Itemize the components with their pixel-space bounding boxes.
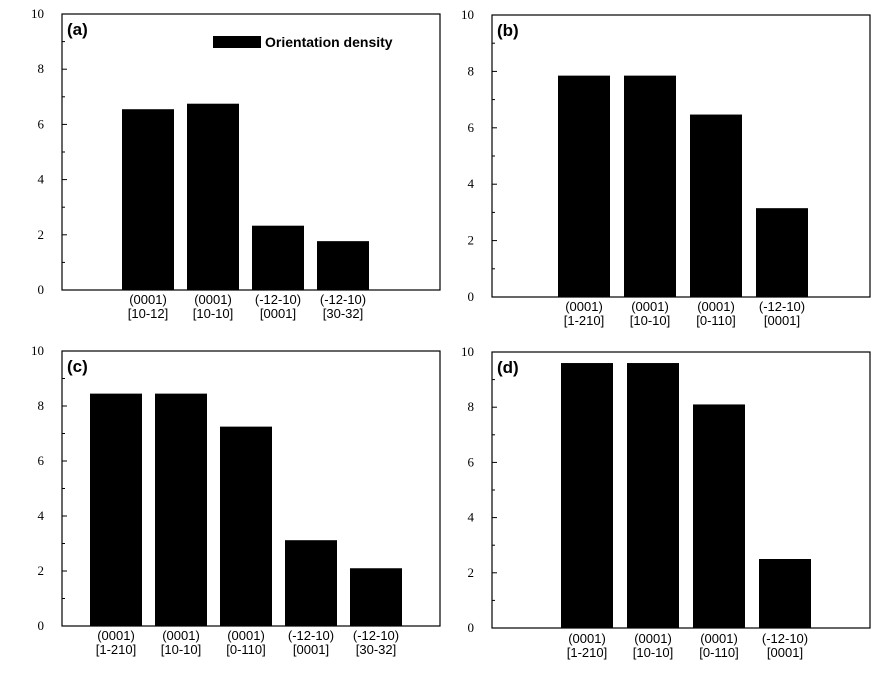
x-category-label: [10-10] [633, 645, 673, 660]
x-category-label: [0-110] [226, 642, 266, 657]
x-category-label: [0001] [767, 645, 803, 660]
x-category-label: [30-32] [323, 306, 363, 321]
y-tick-label: 0 [38, 282, 45, 297]
chart-panel-3: 0246810(0001)[1-210](0001)[10-10](0001)[… [31, 343, 441, 657]
x-category-label: (0001) [162, 628, 200, 643]
chart-panel-1: 0246810(0001)[10-12](0001)[10-10](-12-10… [31, 6, 441, 321]
panel-label: (c) [67, 357, 88, 376]
plot-frame [61, 13, 441, 291]
x-category-label: (-12-10) [320, 292, 366, 307]
bar [187, 103, 239, 290]
y-tick-label: 8 [38, 398, 45, 413]
x-category-label: (0001) [634, 631, 672, 646]
bar [220, 426, 272, 626]
bar [690, 114, 742, 298]
y-tick-label: 4 [468, 176, 475, 191]
bar [285, 540, 337, 626]
x-category-label: (0001) [129, 292, 167, 307]
chart-panel-2: 0246810(0001)[1-210](0001)[10-10](0001)[… [461, 7, 871, 328]
panel-label: (a) [67, 20, 88, 39]
bar [558, 75, 610, 297]
y-tick-label: 10 [461, 7, 474, 22]
y-tick-label: 8 [38, 61, 45, 76]
x-category-label: [10-10] [193, 306, 233, 321]
bar [756, 208, 808, 297]
y-tick-label: 0 [468, 620, 475, 635]
y-tick-label: 10 [461, 344, 474, 359]
y-tick-label: 4 [468, 510, 475, 525]
y-tick-label: 6 [38, 116, 45, 131]
x-category-label: (0001) [568, 631, 606, 646]
y-tick-label: 2 [38, 227, 45, 242]
y-tick-label: 4 [38, 508, 45, 523]
bar [122, 109, 174, 290]
x-category-label: [1-210] [96, 642, 136, 657]
x-category-label: (0001) [697, 299, 735, 314]
y-tick-label: 2 [38, 563, 45, 578]
y-tick-label: 10 [31, 343, 44, 358]
legend-swatch [213, 36, 261, 48]
x-category-label: [0001] [260, 306, 296, 321]
y-tick-label: 4 [38, 172, 45, 187]
bar [561, 363, 613, 628]
bar [317, 241, 369, 290]
x-category-label: [30-32] [356, 642, 396, 657]
x-category-label: (-12-10) [759, 299, 805, 314]
y-tick-label: 0 [38, 618, 45, 633]
x-category-label: (0001) [194, 292, 232, 307]
plot-frame [491, 14, 871, 298]
plot-frame [491, 351, 871, 629]
x-category-label: [10-12] [128, 306, 168, 321]
x-category-label: (0001) [700, 631, 738, 646]
y-tick-label: 6 [468, 120, 475, 135]
y-tick-label: 0 [468, 289, 475, 304]
bar [627, 363, 679, 628]
x-category-label: (0001) [631, 299, 669, 314]
x-category-label: (0001) [227, 628, 265, 643]
y-tick-label: 8 [468, 63, 475, 78]
x-category-label: [1-210] [564, 313, 604, 328]
x-category-label: (0001) [97, 628, 135, 643]
bar [693, 404, 745, 628]
panel-label: (b) [497, 21, 519, 40]
y-tick-label: 8 [468, 399, 475, 414]
x-category-label: (-12-10) [353, 628, 399, 643]
x-category-label: (-12-10) [255, 292, 301, 307]
x-category-label: [0001] [764, 313, 800, 328]
y-tick-label: 10 [31, 6, 44, 21]
bar [90, 393, 142, 626]
bar [624, 75, 676, 297]
x-category-label: (-12-10) [762, 631, 808, 646]
bar [155, 393, 207, 626]
x-category-label: [1-210] [567, 645, 607, 660]
y-tick-label: 6 [38, 453, 45, 468]
x-category-label: [0-110] [699, 645, 739, 660]
x-category-label: [10-10] [161, 642, 201, 657]
panel-label: (d) [497, 358, 519, 377]
bar [759, 559, 811, 628]
bar [350, 568, 402, 626]
y-tick-label: 2 [468, 565, 475, 580]
x-category-label: [0001] [293, 642, 329, 657]
legend: Orientation density [213, 34, 393, 50]
legend-label: Orientation density [265, 34, 393, 50]
x-category-label: (0001) [565, 299, 603, 314]
y-tick-label: 6 [468, 454, 475, 469]
x-category-label: [10-10] [630, 313, 670, 328]
y-tick-label: 2 [468, 233, 475, 248]
chart-panel-4: 0246810(0001)[1-210](0001)[10-10](0001)[… [461, 344, 871, 660]
x-category-label: [0-110] [696, 313, 736, 328]
bar [252, 225, 304, 290]
x-category-label: (-12-10) [288, 628, 334, 643]
